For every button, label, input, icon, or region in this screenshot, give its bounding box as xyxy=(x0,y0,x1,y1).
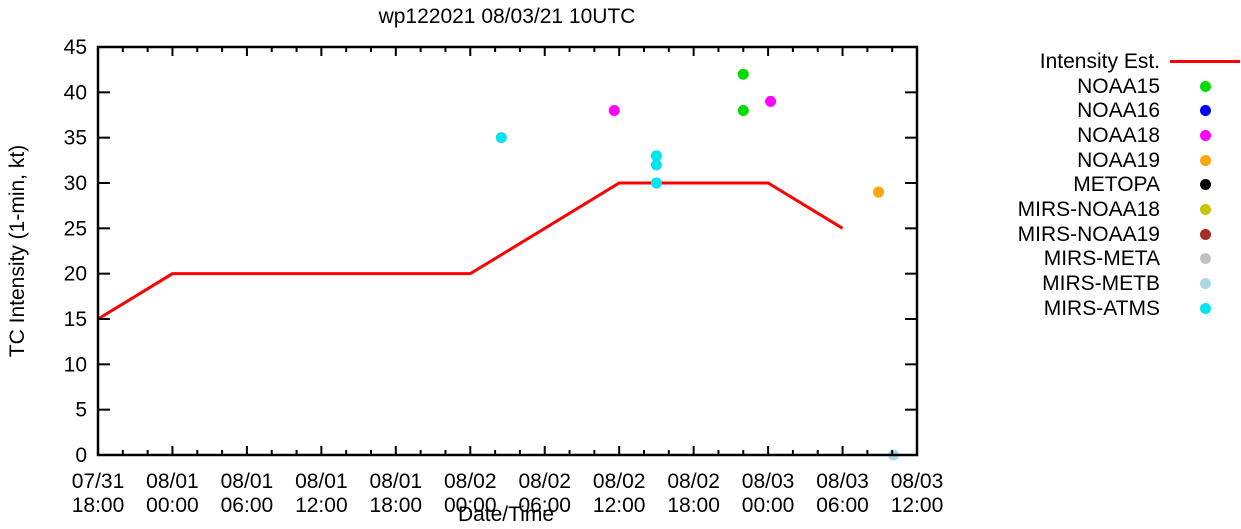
x-tick-label-date: 08/01 xyxy=(370,470,423,493)
data-point-noaa15 xyxy=(737,68,749,80)
data-point-mirs-atms xyxy=(650,150,662,162)
legend-label: MIRS-METB xyxy=(1042,272,1160,296)
legend-label: MIRS-META xyxy=(1043,247,1160,271)
legend-item-intensity-est-: Intensity Est. xyxy=(900,49,1241,74)
x-tick-label-date: 08/03 xyxy=(891,470,944,493)
x-axis-label: Date/Time xyxy=(458,503,554,526)
legend-dot-icon xyxy=(1170,153,1240,167)
legend-item-mirs-noaa18: MIRS-NOAA18 xyxy=(900,197,1241,222)
y-tick-label: 20 xyxy=(64,263,87,286)
data-point-mirs-atms xyxy=(495,132,507,144)
y-tick-label: 40 xyxy=(64,81,87,104)
legend-item-noaa16: NOAA16 xyxy=(900,98,1241,123)
x-tick-label-date: 08/02 xyxy=(518,470,571,493)
legend-item-metopa: METOPA xyxy=(900,172,1241,197)
legend-item-mirs-metb: MIRS-METB xyxy=(900,271,1241,296)
chart-title: wp122021 08/03/21 10UTC xyxy=(378,5,636,28)
dot-swatch xyxy=(1199,129,1211,141)
legend-dot-icon xyxy=(1170,104,1240,118)
y-tick-label: 25 xyxy=(64,217,87,240)
legend-dot-icon xyxy=(1170,128,1240,142)
y-tick-label: 5 xyxy=(75,399,87,422)
x-tick-label-date: 08/03 xyxy=(816,470,869,493)
x-tick-label-time: 00:00 xyxy=(146,494,199,517)
x-tick-label-time: 18:00 xyxy=(370,494,423,517)
y-tick-label: 10 xyxy=(64,353,87,376)
plot-border xyxy=(96,45,919,457)
dot-swatch xyxy=(1199,302,1211,314)
legend-dot-icon xyxy=(1170,79,1240,93)
x-tick-label-date: 08/02 xyxy=(593,470,646,493)
dot-swatch xyxy=(1199,105,1211,117)
x-tick-label-time: 06:00 xyxy=(816,494,869,517)
dot-swatch xyxy=(1199,278,1211,290)
dot-swatch xyxy=(1199,228,1211,240)
x-tick-label-time: 12:00 xyxy=(295,494,348,517)
data-point-noaa19 xyxy=(873,186,885,198)
legend-dot-icon xyxy=(1170,202,1240,216)
data-point-noaa18 xyxy=(765,95,777,107)
x-tick-label-date: 08/01 xyxy=(295,470,348,493)
legend-line-sample xyxy=(1170,54,1240,68)
legend-item-mirs-atms: MIRS-ATMS xyxy=(900,296,1241,321)
legend-item-noaa18: NOAA18 xyxy=(900,123,1241,148)
data-point-mirs-atms xyxy=(650,159,662,171)
y-tick-label: 15 xyxy=(64,308,87,331)
data-point-noaa18 xyxy=(608,104,620,116)
x-tick-label-time: 06:00 xyxy=(518,494,571,517)
dot-swatch xyxy=(1199,203,1211,215)
legend-label: Intensity Est. xyxy=(1039,49,1160,73)
y-axis-label: TC Intensity (1-min, kt) xyxy=(6,145,29,357)
legend-dot-icon xyxy=(1170,277,1240,291)
legend-item-noaa15: NOAA15 xyxy=(900,74,1241,99)
x-tick-label-time: 18:00 xyxy=(667,494,720,517)
legend-label: MIRS-NOAA19 xyxy=(1017,222,1160,246)
x-tick-label-date: 07/31 xyxy=(72,470,125,493)
legend-label: MIRS-NOAA18 xyxy=(1017,197,1160,221)
legend-label: NOAA16 xyxy=(1077,99,1160,123)
x-tick-label-date: 08/01 xyxy=(146,470,199,493)
legend-item-mirs-noaa19: MIRS-NOAA19 xyxy=(900,222,1241,247)
intensity-line xyxy=(97,181,844,321)
dot-swatch xyxy=(1199,80,1211,92)
y-tick-label: 0 xyxy=(75,444,87,467)
dot-swatch xyxy=(1199,154,1211,166)
legend-item-noaa19: NOAA19 xyxy=(900,148,1241,173)
dot-swatch xyxy=(1199,179,1211,191)
legend-dot-icon xyxy=(1170,301,1240,315)
x-tick-label-date: 08/01 xyxy=(221,470,274,493)
x-tick-label-time: 00:00 xyxy=(742,494,795,517)
x-tick-label-time: 12:00 xyxy=(891,494,944,517)
y-tick-label: 35 xyxy=(64,127,87,150)
legend-label: NOAA18 xyxy=(1077,123,1160,147)
x-tick-label-time: 06:00 xyxy=(221,494,274,517)
x-tick-label-date: 08/03 xyxy=(742,470,795,493)
chart-legend: Intensity Est. NOAA15 NOAA16 NOAA18 NOAA19 ME… xyxy=(900,49,1241,321)
data-point-noaa15 xyxy=(737,104,749,116)
x-tick-label-date: 08/02 xyxy=(667,470,720,493)
y-tick-label: 30 xyxy=(64,172,87,195)
legend-dot-icon xyxy=(1170,252,1240,266)
legend-item-mirs-meta: MIRS-META xyxy=(900,247,1241,272)
legend-label: MIRS-ATMS xyxy=(1043,296,1160,320)
x-tick-label-time: 00:00 xyxy=(444,494,497,517)
legend-label: NOAA19 xyxy=(1077,148,1160,172)
data-point-mirs-atms xyxy=(650,177,662,189)
legend-dot-icon xyxy=(1170,178,1240,192)
x-tick-label-time: 12:00 xyxy=(593,494,646,517)
y-tick-label: 45 xyxy=(64,36,87,59)
line-swatch xyxy=(1170,59,1240,63)
legend-label: METOPA xyxy=(1073,173,1160,197)
x-tick-label-date: 08/02 xyxy=(444,470,497,493)
legend-label: NOAA15 xyxy=(1077,74,1160,98)
legend-dot-icon xyxy=(1170,227,1240,241)
x-tick-label-time: 18:00 xyxy=(72,494,125,517)
dot-swatch xyxy=(1199,253,1211,265)
plot-layer: 07/3118:0008/0100:0008/0106:0008/0112:00… xyxy=(64,36,944,517)
